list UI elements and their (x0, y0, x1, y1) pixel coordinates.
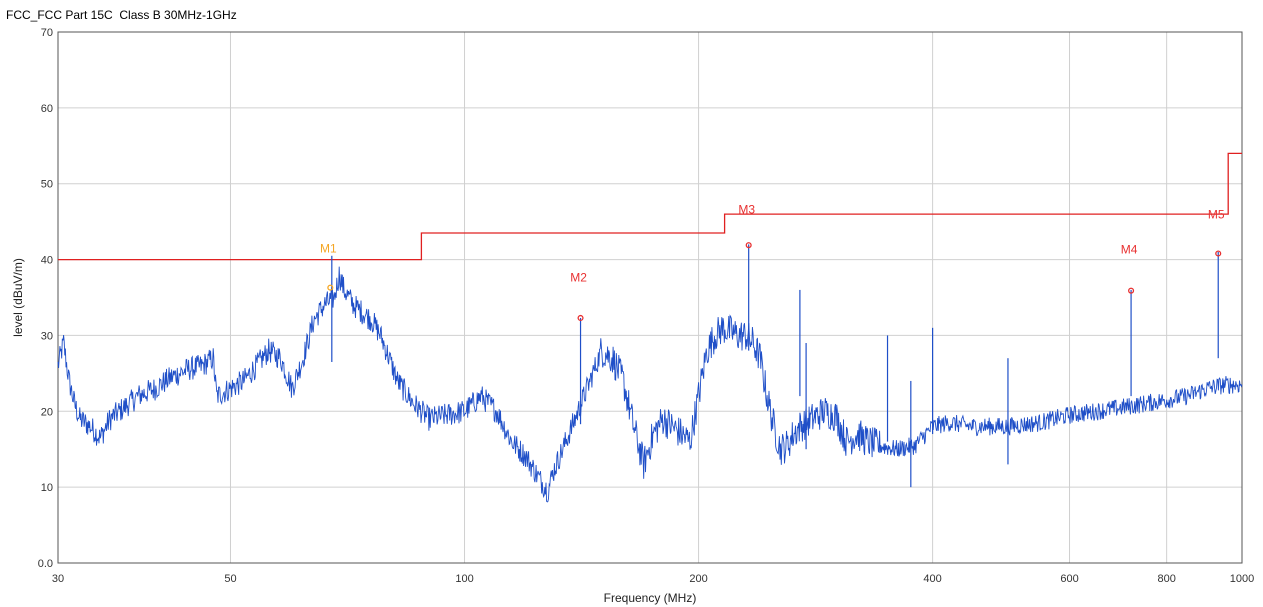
marker-label-m5: M5 (1208, 208, 1225, 222)
marker-point-m4 (1128, 287, 1135, 294)
marker-point-m5 (1215, 250, 1222, 257)
x-tick-label: 30 (52, 573, 64, 585)
y-axis-label: level (dBuV/m) (11, 258, 25, 337)
plot-frame (57, 31, 1243, 564)
y-tick-label: 10 (41, 482, 53, 494)
x-axis-label: Frequency (MHz) (604, 591, 697, 605)
x-tick-label: 400 (923, 573, 941, 585)
x-tick-label: 800 (1157, 573, 1175, 585)
marker-point-m3 (745, 242, 752, 249)
marker-label-m3: M3 (738, 202, 755, 216)
y-tick-label: 70 (41, 27, 53, 39)
marker-point-m2 (577, 314, 584, 322)
measurement-trace (57, 266, 1243, 503)
y-tick-label: 60 (41, 103, 53, 115)
marker-label-m2: M2 (570, 271, 587, 285)
trace-layer (57, 244, 1243, 503)
x-tick-label: 1000 (1230, 573, 1254, 585)
y-tick-label: 40 (41, 255, 53, 267)
grid (57, 31, 1243, 564)
x-tick-label: 600 (1060, 573, 1078, 585)
y-tick-label: 0.0 (38, 558, 53, 570)
y-axis-ticks: 0.0 10 20 30 40 50 60 70 (38, 27, 53, 570)
x-tick-label: 200 (689, 573, 707, 585)
marker-label-m4: M4 (1121, 243, 1138, 257)
y-tick-label: 50 (41, 179, 53, 191)
limit-line (58, 152, 1242, 261)
y-tick-label: 30 (41, 330, 53, 342)
x-tick-label: 100 (455, 573, 473, 585)
marker-layer: M1 M2 M3 M4 M5 (320, 202, 1225, 322)
y-tick-label: 20 (41, 406, 53, 418)
chart-title: FCC_FCC Part 15C Class B 30MHz-1GHz (6, 8, 237, 22)
marker-label-m1: M1 (320, 242, 337, 256)
x-axis-ticks: 30 50 100 200 400 600 800 1000 (52, 573, 1254, 585)
marker-point-m1 (327, 284, 334, 291)
limit-line-layer (58, 152, 1242, 261)
x-tick-label: 50 (224, 573, 236, 585)
